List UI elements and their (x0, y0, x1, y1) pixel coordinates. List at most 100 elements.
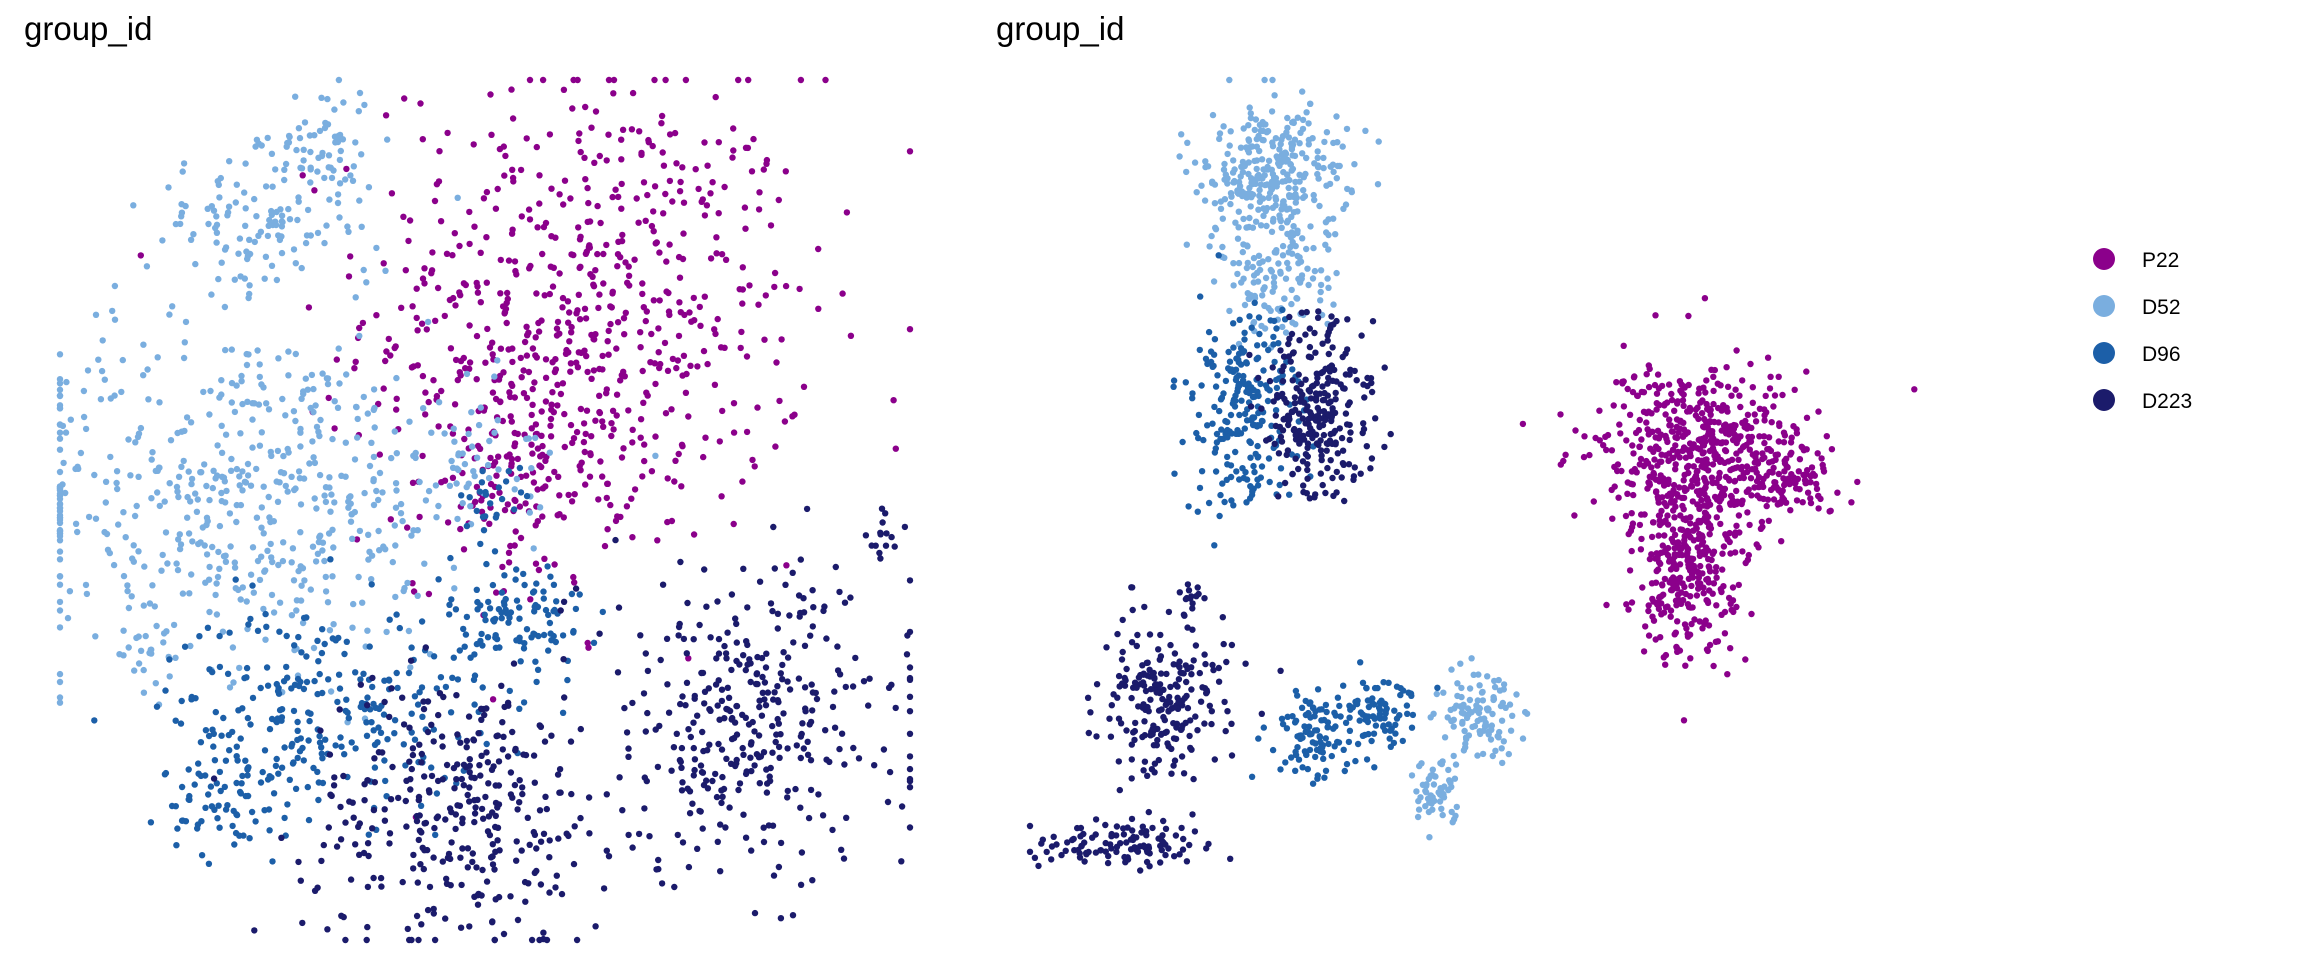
point-d52 (1310, 191, 1317, 199)
point-p22 (1785, 475, 1792, 482)
point-d223 (1368, 379, 1375, 387)
point-d223 (442, 816, 449, 823)
point-d223 (454, 731, 461, 738)
point-d223 (686, 810, 694, 817)
point-d52 (347, 493, 354, 500)
point-p22 (1671, 531, 1679, 538)
point-d223 (399, 694, 406, 701)
point-d223 (705, 685, 712, 692)
point-d223 (683, 679, 691, 686)
point-d52 (309, 543, 317, 550)
point-d96 (243, 664, 251, 672)
point-d223 (808, 681, 815, 688)
point-p22 (333, 356, 340, 363)
point-d52 (383, 628, 390, 636)
point-d52 (1234, 270, 1241, 278)
point-p22 (1640, 648, 1648, 655)
point-d96 (1233, 374, 1240, 381)
point-d96 (480, 527, 488, 534)
point-d223 (536, 807, 544, 814)
point-d52 (1293, 294, 1300, 302)
point-d223 (526, 841, 533, 848)
point-d223 (774, 715, 781, 723)
point-d52 (1478, 689, 1486, 696)
point-d52 (1430, 781, 1438, 788)
point-d223 (381, 698, 388, 706)
point-p22 (554, 381, 561, 388)
point-p22 (1688, 582, 1695, 590)
point-d96 (357, 676, 364, 683)
point-d223 (898, 803, 906, 810)
point-p22 (1670, 481, 1678, 489)
point-p22 (1667, 499, 1675, 506)
point-p22 (1557, 411, 1564, 418)
point-p22 (1701, 295, 1709, 302)
point-p22 (1761, 454, 1768, 461)
point-p22 (648, 330, 655, 338)
point-d223 (676, 756, 684, 764)
point-d223 (514, 806, 521, 813)
point-p22 (547, 415, 555, 423)
point-d52 (391, 522, 398, 529)
point-d52 (233, 181, 240, 188)
point-p22 (414, 327, 421, 334)
point-d223 (371, 755, 378, 762)
point-d96 (196, 633, 203, 640)
point-p22 (1650, 519, 1657, 526)
point-d96 (294, 727, 301, 734)
point-d52 (1476, 682, 1483, 689)
point-d223 (356, 851, 363, 858)
point-p22 (600, 423, 607, 430)
point-d52 (233, 465, 241, 473)
point-p22 (655, 349, 662, 356)
point-p22 (771, 283, 778, 291)
point-d52 (1279, 202, 1286, 209)
point-d52 (441, 430, 448, 437)
point-d52 (1310, 244, 1317, 252)
point-p22 (1680, 540, 1688, 547)
point-d52 (1265, 157, 1273, 164)
point-p22 (621, 331, 628, 338)
point-d223 (546, 889, 553, 896)
point-p22 (433, 392, 441, 400)
point-p22 (605, 76, 613, 84)
point-p22 (1645, 632, 1653, 639)
point-p22 (582, 481, 589, 488)
point-d52 (174, 566, 182, 574)
point-p22 (473, 483, 481, 491)
point-d52 (1263, 222, 1270, 230)
point-p22 (739, 478, 746, 485)
point-p22 (1731, 478, 1738, 485)
point-d52 (1490, 694, 1497, 701)
point-d223 (731, 719, 739, 726)
point-p22 (1652, 312, 1659, 319)
point-d223 (336, 706, 343, 713)
point-d52 (1287, 160, 1294, 168)
point-d52 (1253, 165, 1260, 173)
point-d223 (571, 823, 578, 830)
point-d96 (205, 791, 212, 798)
point-d52 (408, 532, 415, 539)
point-p22 (619, 231, 626, 239)
point-d52 (1226, 142, 1233, 149)
point-p22 (1652, 636, 1659, 643)
point-p22 (575, 137, 582, 145)
point-d52 (111, 316, 119, 323)
point-d52 (214, 442, 221, 449)
point-d52 (151, 603, 158, 610)
point-p22 (542, 219, 550, 227)
point-d96 (396, 624, 403, 632)
point-d96 (177, 720, 185, 727)
point-d96 (471, 701, 478, 708)
point-d96 (1227, 411, 1235, 419)
point-p22 (659, 149, 666, 156)
point-p22 (1716, 458, 1724, 465)
point-p22 (536, 200, 543, 207)
point-d96 (289, 740, 296, 748)
left-scatter-points (56, 76, 914, 944)
point-d52 (131, 512, 139, 520)
point-p22 (1697, 519, 1704, 526)
point-d52 (1261, 172, 1268, 179)
point-d52 (1295, 260, 1302, 267)
point-d52 (349, 177, 357, 184)
